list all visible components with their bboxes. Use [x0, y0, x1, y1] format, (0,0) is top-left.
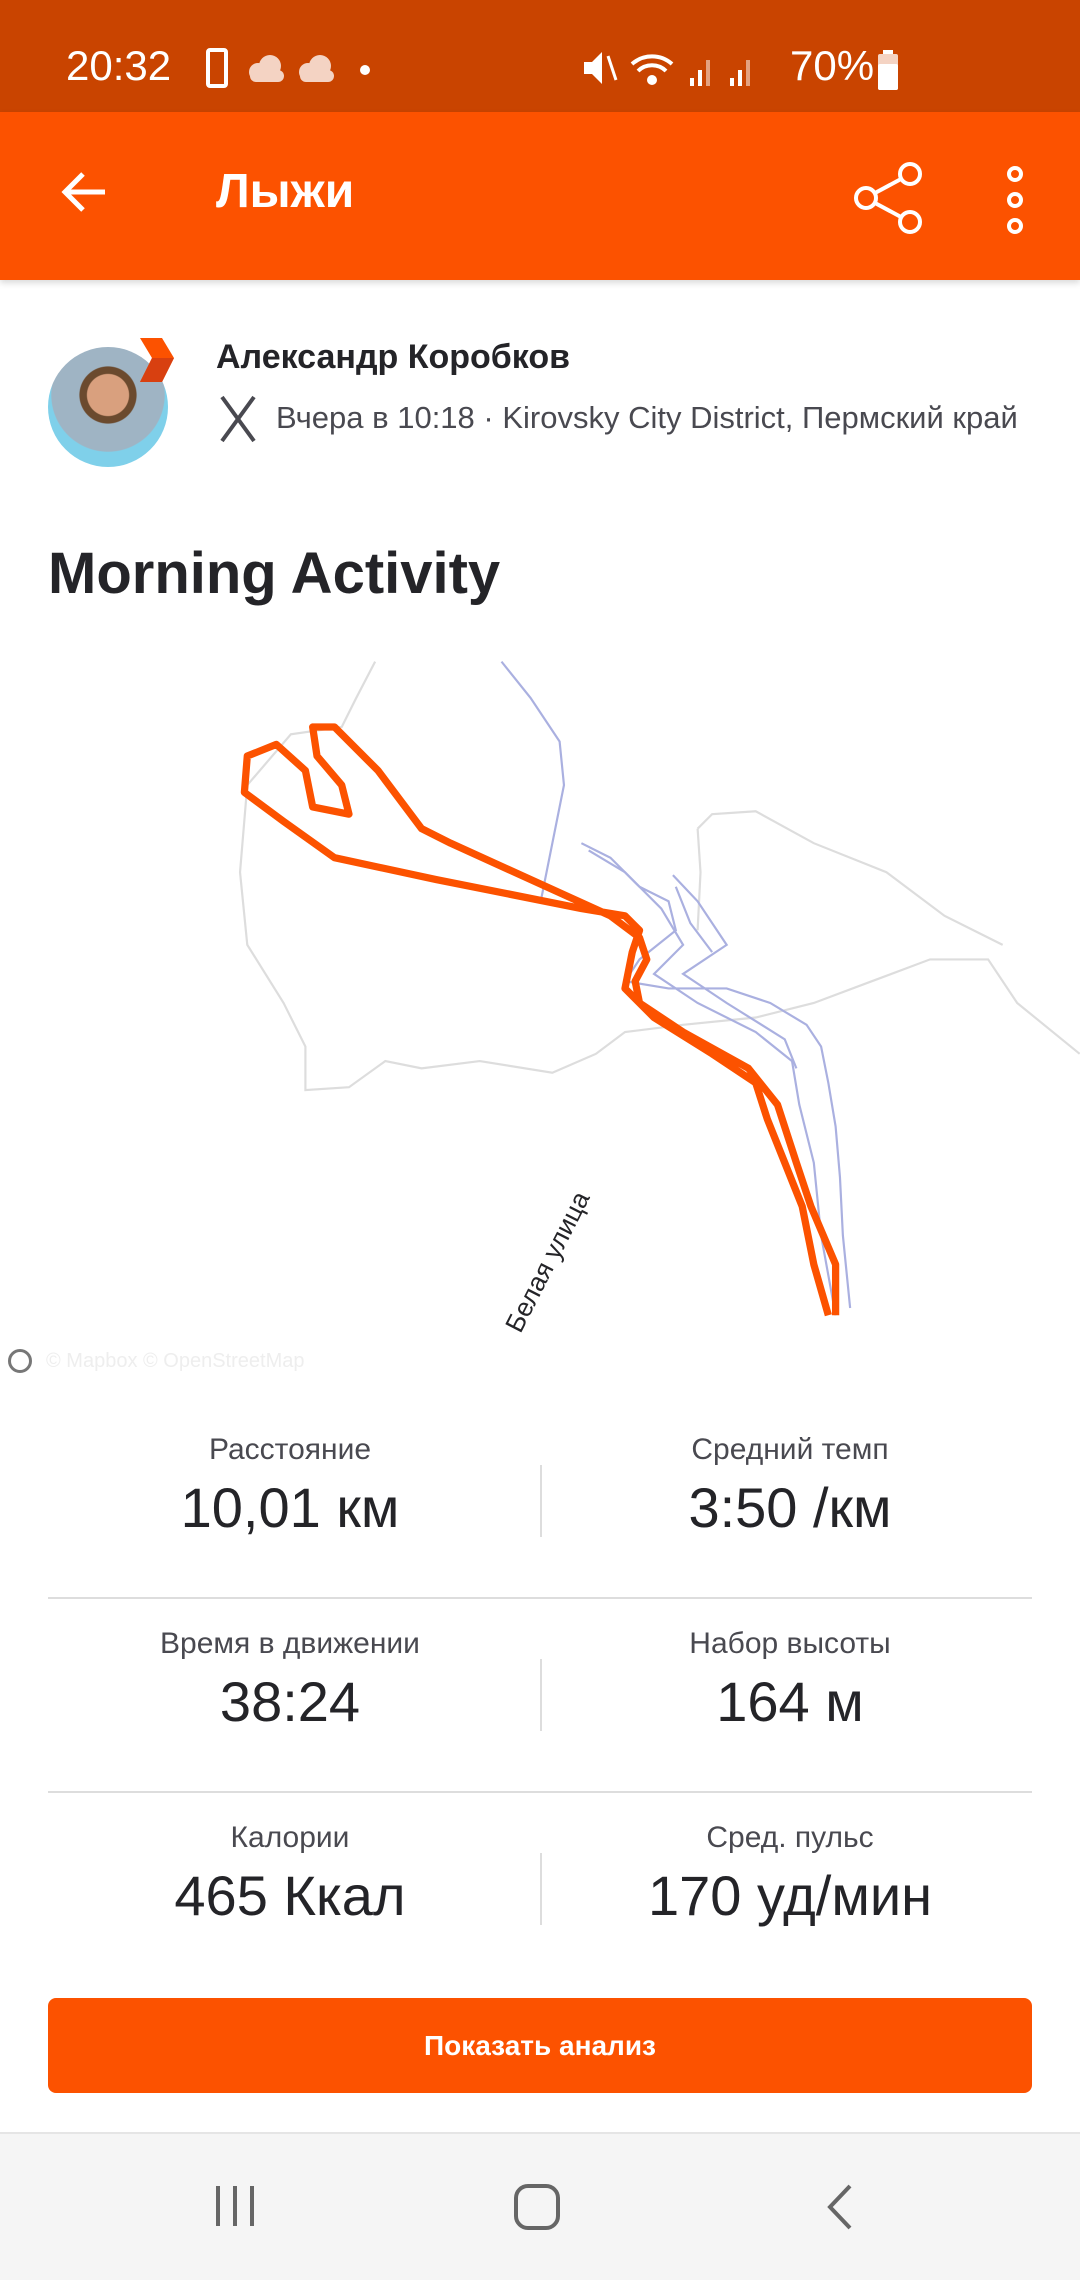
- show-analysis-button[interactable]: Показать анализ: [48, 1998, 1032, 2093]
- divider: [540, 1465, 542, 1537]
- back-icon[interactable]: [822, 2182, 858, 2232]
- share-icon[interactable]: [850, 160, 926, 236]
- activity-meta: Вчера в 10:18 · Kirovsky City District, …: [276, 400, 1018, 435]
- divider: [540, 1853, 542, 1925]
- battery-icon: [878, 50, 898, 90]
- wifi-icon: [630, 54, 674, 85]
- signal-icon: [730, 60, 750, 86]
- route-map[interactable]: Белая улица: [0, 650, 1080, 1340]
- map-outlines: [238, 661, 1080, 1092]
- stat-avg-pace: Средний темп 3:50 /км: [688, 1433, 892, 1539]
- phone-notification-icon: [206, 48, 228, 88]
- divider: [540, 1659, 542, 1731]
- stat-distance: Расстояние 10,01 км: [180, 1433, 400, 1539]
- status-bar: 20:32 70%: [0, 0, 1080, 112]
- mapbox-logo-icon: [8, 1349, 32, 1373]
- more-options-icon[interactable]: [1000, 160, 1030, 240]
- system-icons: [584, 52, 750, 86]
- clock: 20:32: [66, 42, 172, 89]
- notification-icons: [206, 48, 370, 88]
- app-bar: Лыжи: [0, 112, 1080, 280]
- athlete-name[interactable]: Александр Коробков: [216, 338, 571, 376]
- route-line: [240, 723, 840, 1317]
- ski-icon: [220, 395, 256, 443]
- activity-title: Morning Activity: [48, 541, 501, 606]
- map-attribution[interactable]: © Mapbox © OpenStreetMap: [8, 1348, 305, 1374]
- stat-moving-time: Время в движении 38:24: [160, 1627, 420, 1733]
- recent-apps-icon[interactable]: [212, 2182, 258, 2230]
- cloud-icon: [249, 55, 284, 82]
- signal-icon: [690, 60, 710, 86]
- back-arrow-icon[interactable]: [55, 162, 115, 222]
- mute-icon: [584, 52, 618, 84]
- street-label: Белая улица: [499, 1186, 596, 1337]
- stat-elevation-gain: Набор высоты 164 м: [689, 1627, 891, 1733]
- system-nav-bar: [0, 2132, 1080, 2280]
- stat-calories: Калории 465 Ккал: [174, 1821, 406, 1927]
- subscriber-badge-icon: [140, 338, 174, 382]
- divider: [48, 1791, 1032, 1793]
- cloud-icon: [299, 55, 334, 82]
- page-title: Лыжи: [216, 165, 355, 218]
- more-notifications-dot-icon: [360, 65, 370, 75]
- home-icon[interactable]: [512, 2182, 562, 2232]
- other-tracks: [500, 660, 852, 1316]
- stat-avg-heart-rate: Сред. пульс 170 уд/мин: [647, 1821, 933, 1927]
- divider: [48, 1597, 1032, 1599]
- battery-level: 70%: [790, 42, 875, 89]
